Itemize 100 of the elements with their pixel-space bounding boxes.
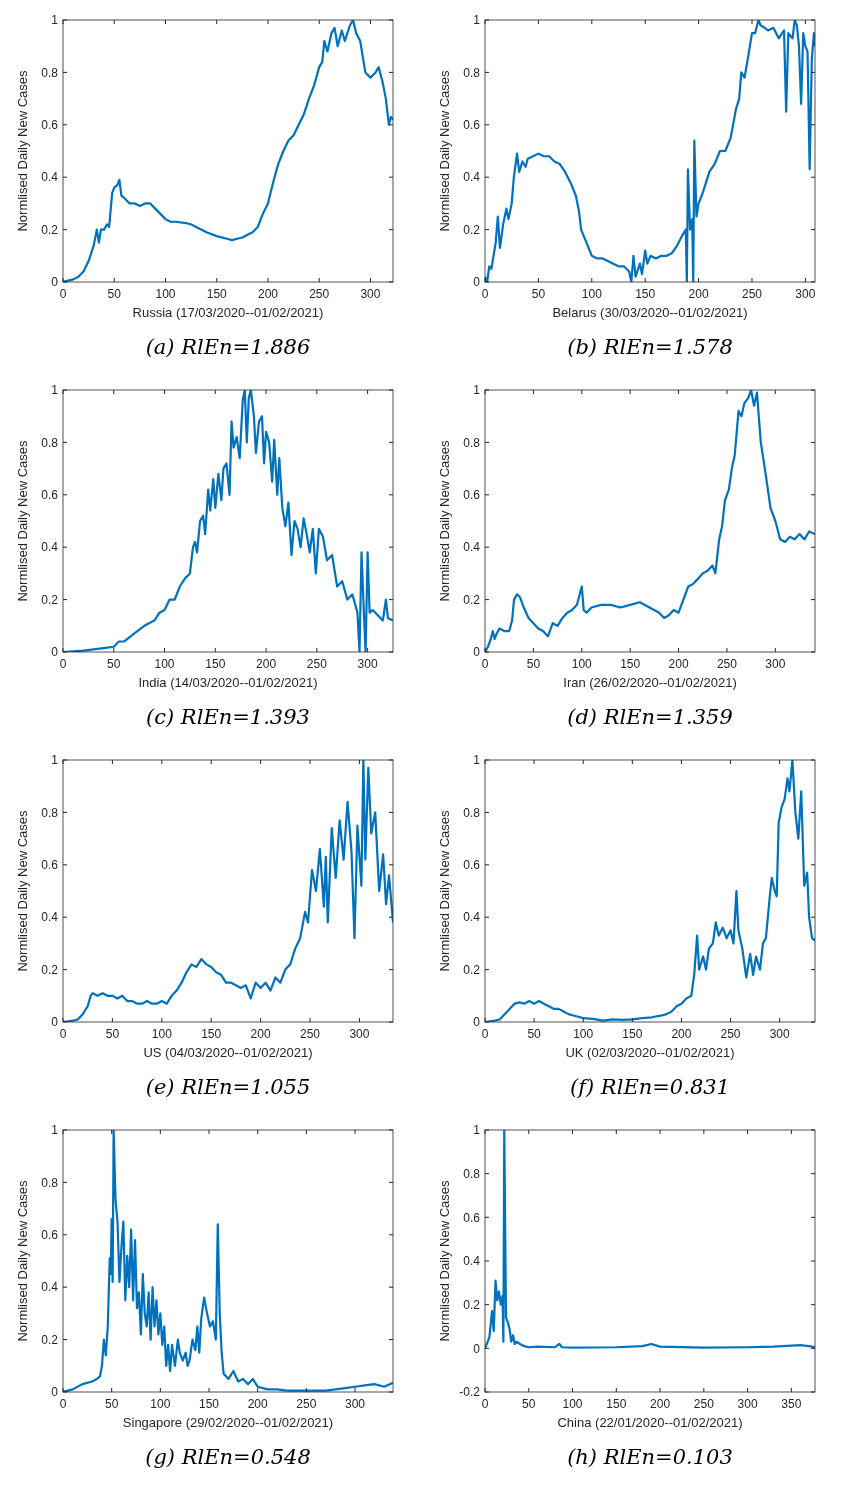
y-tick-label: 0.8 xyxy=(463,435,481,450)
y-tick-label: 0.4 xyxy=(463,540,481,555)
y-tick-label: 0 xyxy=(51,645,59,660)
x-tick-label: 150 xyxy=(622,1027,643,1041)
y-tick-label: 0.4 xyxy=(41,910,59,925)
x-tick-label: 300 xyxy=(737,1397,758,1411)
y-tick-label: 0.4 xyxy=(463,1254,481,1269)
y-tick-label: 0 xyxy=(473,275,481,290)
y-tick-label: 0.8 xyxy=(41,65,59,80)
y-tick-label: 0.2 xyxy=(463,592,481,607)
y-tick-label: 1 xyxy=(473,753,481,768)
x-tick-label: 250 xyxy=(741,287,763,301)
line-series xyxy=(485,760,815,1022)
y-tick-label: 0.4 xyxy=(41,170,59,185)
x-tick-label: 150 xyxy=(199,1397,220,1411)
x-tick-label: 100 xyxy=(151,1027,173,1041)
y-tick-label: 0 xyxy=(473,645,481,660)
y-tick-label: 0.2 xyxy=(41,222,59,237)
line-series xyxy=(63,760,393,1022)
y-tick-label: 0.8 xyxy=(463,65,481,80)
y-tick-label: 0 xyxy=(51,1015,59,1030)
text: (b) RlEn=1.578 xyxy=(567,335,733,359)
x-tick-label: 250 xyxy=(693,1397,715,1411)
x-tick-label: 50 xyxy=(107,287,122,301)
line-series xyxy=(485,20,815,282)
line-series xyxy=(485,1130,815,1350)
y-tick-label: 0.6 xyxy=(41,858,59,872)
y-tick-label: 0.6 xyxy=(463,858,481,872)
x-tick-label: 250 xyxy=(716,657,738,671)
x-tick-label: 150 xyxy=(205,657,226,671)
line-series xyxy=(63,20,393,282)
y-tick-label: 0.2 xyxy=(41,592,59,607)
y-tick-label: 1 xyxy=(51,13,59,28)
y-tick-label: 1 xyxy=(473,383,481,398)
x-tick-label: 100 xyxy=(581,287,603,301)
x-axis-title: Singapore (29/02/2020--01/02/2021) xyxy=(122,1415,334,1430)
y-tick-label: 1 xyxy=(51,1123,59,1138)
y-tick-label: 0.6 xyxy=(463,1210,481,1225)
x-tick-label: 200 xyxy=(671,1027,692,1041)
y-axis-title: Normlised Daily New Cases xyxy=(15,69,30,232)
x-tick-label: 250 xyxy=(306,657,328,671)
y-tick-label: 0.4 xyxy=(463,910,481,925)
x-axis-title: China (22/01/2020--01/02/2021) xyxy=(557,1415,743,1430)
y-tick-label: 0.8 xyxy=(41,435,59,450)
x-tick-label: 150 xyxy=(635,287,656,301)
y-tick-label: 0 xyxy=(51,275,59,290)
x-tick-label: 100 xyxy=(573,1027,594,1041)
y-tick-label: 0.6 xyxy=(463,488,481,502)
x-tick-label: 200 xyxy=(688,287,709,301)
x-tick-label: 50 xyxy=(527,1027,542,1041)
text: (c) RlEn=1.393 xyxy=(146,705,310,729)
x-tick-label: 150 xyxy=(206,287,228,301)
x-tick-label: 200 xyxy=(250,1027,271,1041)
y-tick-label: 0.6 xyxy=(41,118,59,132)
x-axis-title: Iran (26/02/2020--01/02/2021) xyxy=(563,675,737,690)
y-tick-label: 0.2 xyxy=(463,1297,481,1312)
x-tick-label: 200 xyxy=(257,287,279,301)
line-series xyxy=(485,390,815,652)
y-tick-label: 0.8 xyxy=(41,805,59,820)
y-axis-title: Normlised Daily New Cases xyxy=(15,809,30,972)
x-tick-label: 100 xyxy=(571,657,593,671)
x-tick-label: 300 xyxy=(795,287,816,301)
text: (f) RlEn=0.831 xyxy=(570,1075,730,1099)
x-tick-label: 200 xyxy=(650,1397,671,1411)
x-tick-label: 100 xyxy=(154,657,175,671)
x-tick-label: 200 xyxy=(247,1397,269,1411)
x-tick-label: 200 xyxy=(256,657,277,671)
x-axis-title: Belarus (30/03/2020--01/02/2021) xyxy=(552,305,748,320)
y-tick-label: 0.2 xyxy=(41,962,59,977)
x-tick-label: 300 xyxy=(357,657,378,671)
y-tick-label: 0.6 xyxy=(41,1228,59,1242)
y-tick-label: 0.8 xyxy=(41,1175,59,1190)
x-tick-label: 300 xyxy=(345,1397,366,1411)
x-tick-label: 50 xyxy=(105,1027,120,1041)
y-tick-label: 0.4 xyxy=(463,170,481,185)
y-tick-label: -0.2 xyxy=(459,1385,481,1400)
y-tick-label: 0 xyxy=(473,1341,481,1356)
text: (a) RlEn=1.886 xyxy=(145,335,311,359)
text: (g) RlEn=0.548 xyxy=(145,1445,311,1469)
y-tick-label: 0.4 xyxy=(41,540,59,555)
y-tick-label: 1 xyxy=(473,1123,481,1138)
x-tick-label: 100 xyxy=(150,1397,171,1411)
x-tick-label: 300 xyxy=(349,1027,370,1041)
x-tick-label: 250 xyxy=(299,1027,321,1041)
x-axis-title: US (04/03/2020--01/02/2021) xyxy=(143,1045,313,1060)
y-tick-label: 0.8 xyxy=(463,1166,481,1181)
y-axis-title: Normlised Daily New Cases xyxy=(437,439,452,602)
text: (h) RlEn=0.103 xyxy=(567,1445,733,1469)
y-tick-label: 1 xyxy=(473,13,481,28)
y-tick-label: 0.4 xyxy=(41,1280,59,1295)
x-tick-label: 300 xyxy=(360,287,381,301)
x-tick-label: 250 xyxy=(720,1027,741,1041)
x-tick-label: 250 xyxy=(296,1397,317,1411)
y-tick-label: 0.2 xyxy=(463,962,481,977)
x-tick-label: 50 xyxy=(526,657,541,671)
y-tick-label: 0.6 xyxy=(463,118,481,132)
y-tick-label: 0.2 xyxy=(41,1332,59,1347)
x-tick-label: 100 xyxy=(155,287,176,301)
x-tick-label: 150 xyxy=(620,657,641,671)
text: (d) RlEn=1.359 xyxy=(567,705,733,729)
